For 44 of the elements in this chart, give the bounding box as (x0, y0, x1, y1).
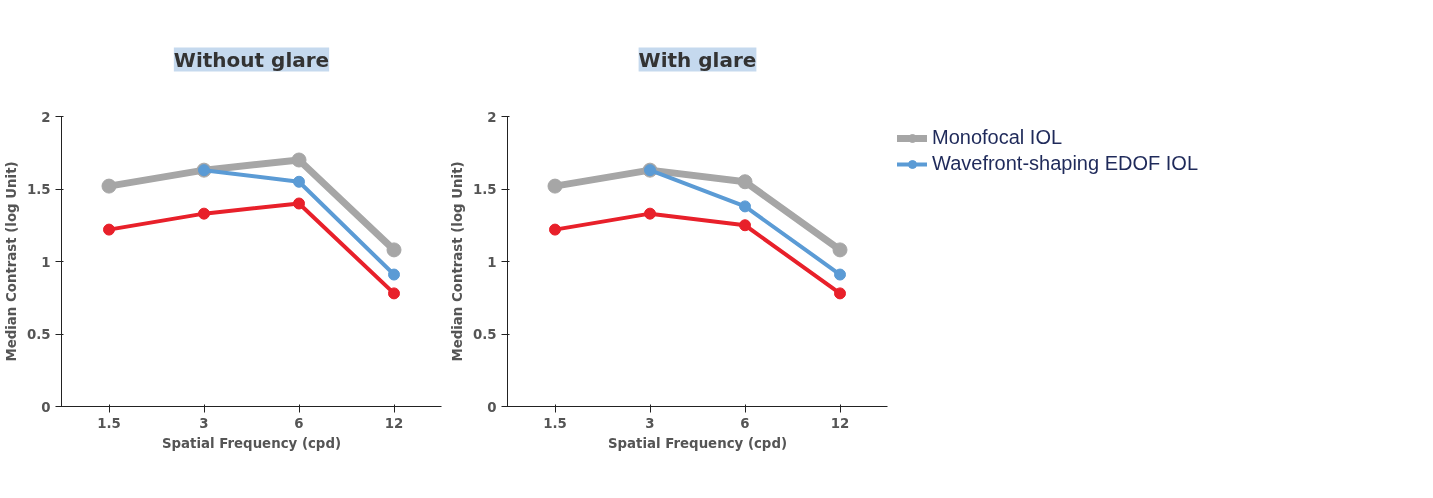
y-tick-label: 0 (41, 399, 51, 415)
point (834, 287, 846, 300)
x-tick-label: 12 (830, 415, 850, 431)
y-tick-label: 2 (41, 109, 51, 125)
point (101, 178, 117, 194)
point (832, 242, 848, 258)
x-tick-label: 12 (384, 415, 404, 431)
point (547, 178, 563, 194)
point (291, 152, 307, 168)
point (737, 174, 753, 190)
chart-title: With glare (638, 47, 757, 72)
point (739, 219, 751, 232)
y-axis-title: Median Contrast (log Unit) (3, 161, 19, 362)
x-tick-label: 3 (199, 415, 209, 431)
point (644, 207, 656, 220)
y-tick-label: 0.5 (472, 327, 497, 342)
y-axis-title: Median Contrast (log Unit) (449, 161, 465, 362)
x-axis-title: Spatial Frequency (cpd) (161, 435, 342, 451)
chart-title: Without glare (173, 47, 330, 72)
y-tick-label: 0 (487, 399, 497, 415)
x-tick-label: 6 (294, 415, 304, 431)
x-tick-label: 6 (740, 415, 750, 431)
y-tick-label: 1 (41, 254, 51, 270)
y-tick-label: 2 (487, 109, 497, 125)
point (198, 207, 210, 220)
point (834, 268, 846, 281)
point (293, 197, 305, 210)
y-tick-label: 1 (487, 254, 497, 270)
y-tick-label: 0.5 (26, 327, 51, 342)
legend-label: Wavefront-shaping EDOF IOL (932, 152, 1199, 175)
x-axis-title: Spatial Frequency (cpd) (607, 435, 788, 451)
point (739, 200, 751, 213)
point (293, 175, 305, 188)
x-tick-label: 3 (645, 415, 655, 431)
y-tick-label: 1.5 (26, 182, 51, 197)
point (388, 268, 400, 281)
x-tick-label: 1.5 (97, 415, 121, 431)
point (388, 287, 400, 300)
x-tick-label: 1.5 (543, 415, 567, 431)
legend-label: Monofocal IOL (932, 126, 1063, 149)
point (549, 223, 561, 236)
point (103, 223, 115, 236)
point (386, 242, 402, 258)
y-tick-label: 1.5 (472, 182, 497, 197)
